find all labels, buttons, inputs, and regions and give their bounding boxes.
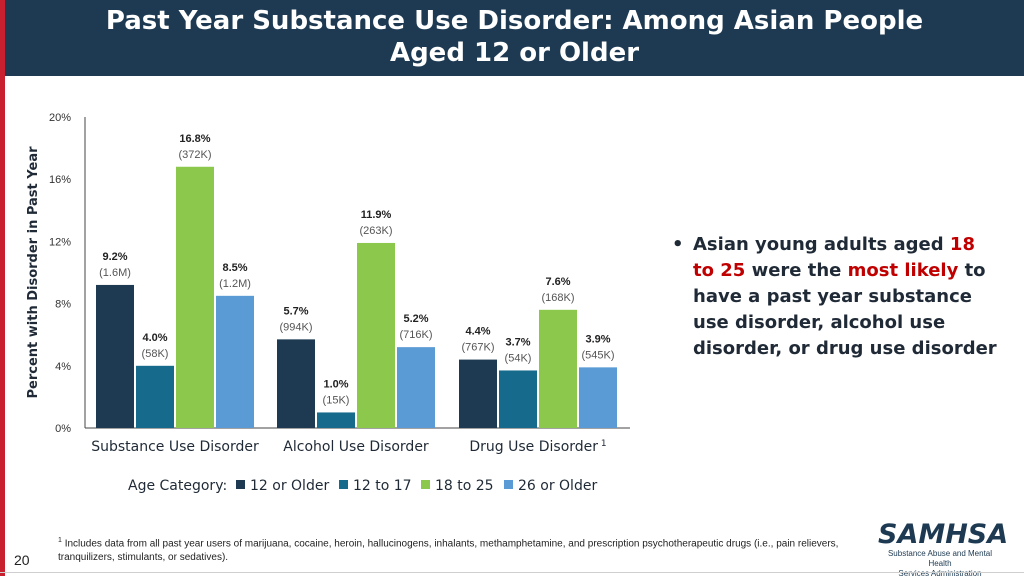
y-tick-label: 8% xyxy=(55,299,71,311)
bar-count-label: (15K) xyxy=(323,394,350,406)
bar-18-to-25 xyxy=(176,166,214,428)
bar-value-label: 4.4% xyxy=(465,326,490,338)
bar-12-or-older xyxy=(96,284,134,428)
legend-item-label: 12 to 17 xyxy=(353,478,412,494)
bar-value-label: 7.6% xyxy=(545,276,570,288)
bar-value-label: 8.5% xyxy=(222,262,247,274)
bar-18-to-25 xyxy=(539,309,577,428)
bar-18-to-25 xyxy=(357,242,395,428)
bar-count-label: (716K) xyxy=(399,329,432,341)
bar-value-label: 3.9% xyxy=(585,333,610,345)
legend-title: Age Category: xyxy=(128,478,227,494)
legend-swatch xyxy=(504,480,513,489)
page-title-line2: Aged 12 or Older xyxy=(389,38,640,68)
bar-value-label: 16.8% xyxy=(179,133,210,145)
category-superscript: 1 xyxy=(598,439,607,449)
footnote-marker: 1 xyxy=(58,537,62,544)
bar-value-label: 9.2% xyxy=(102,251,127,263)
bar-count-label: (994K) xyxy=(279,321,312,333)
logo-subtitle-line1: Substance Abuse and Mental Health xyxy=(887,549,993,568)
bar-value-label: 1.0% xyxy=(323,378,348,390)
bar-count-label: (372K) xyxy=(178,149,211,161)
bar-count-label: (1.2M) xyxy=(219,278,251,290)
bullet-highlight-age: 18 to 25 xyxy=(693,234,975,281)
category-label: Alcohol Use Disorder xyxy=(283,439,429,455)
title-banner: Past Year Substance Use Disorder: Among … xyxy=(5,0,1024,76)
bullet-text-part1: Asian young adults aged xyxy=(693,234,950,255)
page-title-line1: Past Year Substance Use Disorder: Among … xyxy=(105,6,924,36)
bar-12-to-17 xyxy=(499,370,537,428)
bar-count-label: (58K) xyxy=(142,348,169,360)
bar-12-or-older xyxy=(459,359,497,428)
bar-chart: 0% 4% 8% 12% 16% 20% Percent with Disorder in … xyxy=(26,112,630,494)
bar-26-or-older xyxy=(216,295,254,428)
y-axis-label: Percent with Disorder in Past Year xyxy=(26,146,41,399)
bar-count-label: (1.6M) xyxy=(99,267,131,279)
bar-value-label: 3.7% xyxy=(505,336,530,348)
bar-12-to-17 xyxy=(317,412,355,428)
category-label: Drug Use Disorder 1 xyxy=(469,439,606,455)
category-label: Substance Use Disorder xyxy=(91,439,259,455)
bullet-dot: • xyxy=(672,234,684,255)
legend-swatch xyxy=(236,480,245,489)
y-tick-label: 12% xyxy=(49,236,71,248)
legend-item-label: 26 or Older xyxy=(518,478,597,494)
bar-count-label: (168K) xyxy=(541,292,574,304)
y-tick-label: 20% xyxy=(49,112,71,124)
bar-count-label: (767K) xyxy=(461,342,494,354)
bar-value-label: 5.2% xyxy=(403,313,428,325)
bottom-divider xyxy=(0,572,1024,573)
bar-count-label: (54K) xyxy=(505,352,532,364)
bar-count-label: (263K) xyxy=(359,225,392,237)
bar-12-or-older xyxy=(277,339,315,428)
bar-value-label: 5.7% xyxy=(283,305,308,317)
footnote: 1 Includes data from all past year users… xyxy=(58,534,858,565)
footnote-text: Includes data from all past year users o… xyxy=(58,538,839,564)
legend-item-label: 18 to 25 xyxy=(435,478,494,494)
logo-wordmark: SAMHSA xyxy=(878,519,1009,550)
key-finding-text: Asian young adults aged 18 to 25 were th… xyxy=(693,232,1002,362)
bar-12-to-17 xyxy=(136,365,174,428)
bar-value-label: 4.0% xyxy=(142,332,167,344)
key-finding-bullet: • Asian young adults aged 18 to 25 were … xyxy=(672,232,1002,362)
bar-value-label: 11.9% xyxy=(361,209,392,221)
y-tick-label: 4% xyxy=(55,361,71,373)
bar-26-or-older xyxy=(579,367,617,428)
bar-26-or-older xyxy=(397,347,435,428)
bullet-text-part2: were the xyxy=(745,260,848,281)
legend-swatch xyxy=(421,480,430,489)
y-tick-label: 0% xyxy=(55,423,71,435)
legend-item-label: 12 or Older xyxy=(250,478,329,494)
legend-swatch xyxy=(339,480,348,489)
page-number: 20 xyxy=(14,552,30,568)
bar-count-label: (545K) xyxy=(581,349,614,361)
samhsa-logo: SAMHSA Substance Abuse and Mental Health… xyxy=(878,519,1009,579)
y-tick-label: 16% xyxy=(49,174,71,186)
left-accent-stripe xyxy=(0,0,5,576)
bullet-highlight-likely: most likely xyxy=(847,260,959,281)
logo-subtitle-line2: Services Administration xyxy=(898,569,982,578)
bullet-text-part3: to have a past year substance use disord… xyxy=(693,260,997,359)
